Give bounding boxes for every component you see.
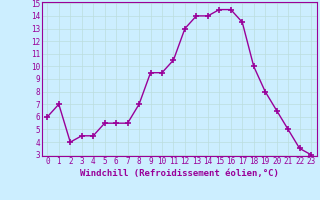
X-axis label: Windchill (Refroidissement éolien,°C): Windchill (Refroidissement éolien,°C): [80, 169, 279, 178]
